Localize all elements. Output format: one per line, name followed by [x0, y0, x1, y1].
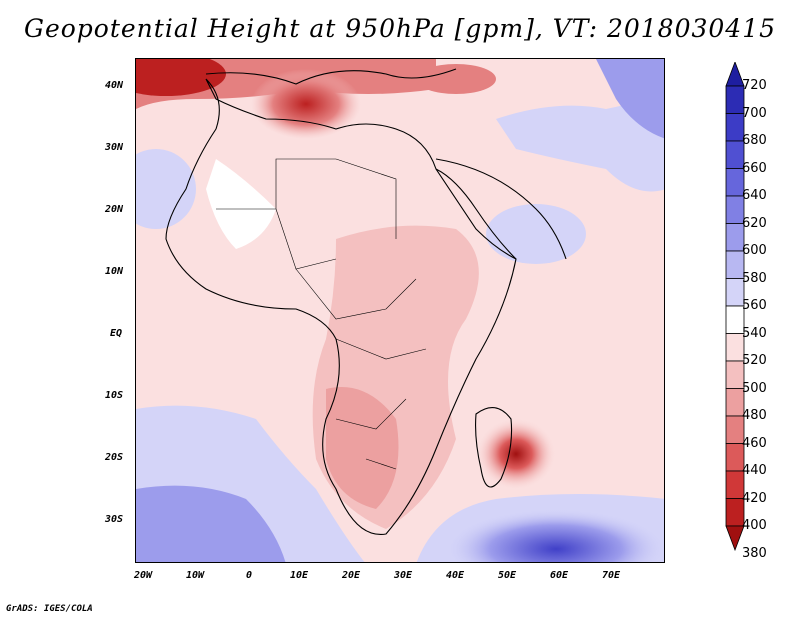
colorbar-label: 400 [742, 518, 767, 533]
coastlines [165, 68, 567, 535]
colorbar-label: 700 [742, 105, 767, 121]
colorbar-label: 420 [742, 490, 767, 506]
map-panel [135, 58, 665, 563]
colorbar-label: 680 [742, 133, 767, 148]
lon-label: 50E [498, 570, 517, 581]
lat-label: 30N [105, 142, 124, 153]
colorbar-label: 500 [742, 380, 767, 396]
colorbar-label: 460 [742, 435, 767, 451]
colorbar-label: 580 [742, 270, 767, 286]
lat-label: 20N [105, 204, 124, 215]
lat-label: 20S [105, 452, 124, 463]
lon-label: 20W [134, 570, 153, 581]
colorbar-label: 520 [742, 353, 767, 368]
borders [216, 158, 427, 470]
lon-label: 20E [342, 570, 361, 581]
colorbar-label: 560 [742, 298, 767, 313]
iberia-high [136, 59, 226, 96]
south-atlantic-core [136, 485, 286, 562]
lon-label: 10W [186, 570, 205, 581]
lat-label: 10S [105, 390, 124, 401]
chart-title: Geopotential Height at 950hPa [gpm], VT:… [23, 14, 777, 43]
colorbar-label: 720 [742, 78, 767, 93]
colorbar-bottom-arrow [725, 525, 745, 552]
colorbar-label: 620 [742, 215, 767, 231]
lon-label: 40E [446, 570, 465, 581]
colorbar [725, 62, 745, 552]
colorbar-label: 640 [742, 188, 767, 203]
lon-label: 70E [602, 570, 621, 581]
grads-credit: GrADS: IGES/COLA [6, 604, 93, 614]
lon-label: 30E [394, 570, 413, 581]
arabian-blue [486, 204, 586, 264]
lon-label: 0 [246, 570, 253, 581]
lat-label: EQ [110, 328, 123, 339]
lat-label: 30S [105, 514, 124, 525]
lon-label: 10E [290, 570, 309, 581]
map-svg [136, 59, 664, 562]
lon-label: 60E [550, 570, 569, 581]
colorbar-label: 480 [742, 408, 767, 423]
sahara-white [206, 159, 276, 249]
colorbar-label: 440 [742, 463, 767, 478]
colorbar-label: 380 [742, 545, 767, 561]
lat-label: 40N [105, 80, 124, 91]
atlantic-west-blue [136, 149, 196, 229]
colorbar-label: 540 [742, 325, 767, 341]
lat-label: 10N [105, 266, 124, 277]
madagascar-low [476, 418, 556, 490]
himalaya-blue [596, 59, 664, 139]
southern-africa-low [326, 387, 399, 509]
asia-blue [496, 90, 664, 192]
south-indian-core [446, 509, 664, 562]
colorbar-label: 660 [742, 160, 767, 176]
colorbar-label: 600 [742, 243, 767, 258]
black-sea-high [416, 64, 496, 94]
north-africa-high [251, 69, 361, 139]
